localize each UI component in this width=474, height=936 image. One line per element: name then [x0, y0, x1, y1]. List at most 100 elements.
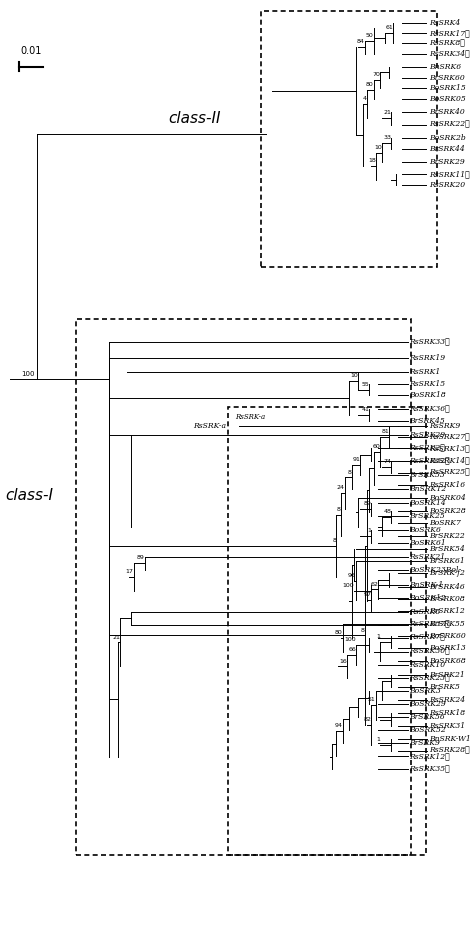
Text: RsSRK32★: RsSRK32★: [409, 458, 450, 465]
Text: RsSRK27★: RsSRK27★: [428, 433, 469, 441]
Text: 10: 10: [374, 145, 383, 150]
Text: BrSRK08: BrSRK08: [428, 594, 465, 603]
Text: RsSRK36★: RsSRK36★: [409, 405, 450, 413]
Text: BrSRK40: BrSRK40: [428, 108, 465, 115]
Text: 10: 10: [350, 373, 358, 378]
Text: BoSRK15: BoSRK15: [428, 84, 465, 92]
Text: BoSRK04: BoSRK04: [428, 494, 465, 502]
Text: 80: 80: [366, 82, 374, 87]
Text: 1: 1: [367, 528, 372, 534]
Text: BrSRK45: BrSRK45: [409, 417, 445, 425]
Text: 84: 84: [357, 39, 365, 44]
Text: RsSRK1: RsSRK1: [409, 368, 440, 376]
Text: RsSRK2★: RsSRK2★: [409, 445, 445, 452]
Text: 81: 81: [381, 430, 389, 434]
Text: 55: 55: [362, 382, 369, 387]
Text: RsSRK4: RsSRK4: [428, 19, 460, 27]
Text: 8: 8: [332, 538, 336, 543]
Text: RsSRK21: RsSRK21: [409, 552, 445, 561]
Text: 100: 100: [21, 371, 35, 376]
Text: RsSRK13★: RsSRK13★: [428, 445, 469, 452]
Text: BrSRK21: BrSRK21: [428, 671, 465, 680]
Text: BrSRK-f2: BrSRK-f2: [428, 569, 465, 578]
Text: RsSRK9: RsSRK9: [428, 422, 460, 430]
Text: 62: 62: [370, 581, 378, 587]
Text: 17: 17: [126, 569, 134, 575]
Text: RsSRK12★: RsSRK12★: [409, 753, 450, 760]
Text: RsSRK23★: RsSRK23★: [409, 674, 450, 682]
Text: 41: 41: [361, 407, 369, 413]
Text: RsSRK18: RsSRK18: [428, 709, 465, 717]
Text: RsSRK28★: RsSRK28★: [428, 747, 469, 754]
Text: 91: 91: [353, 458, 360, 462]
Text: BoSRK23Bol: BoSRK23Bol: [409, 565, 458, 574]
Text: BnSRK-1: BnSRK-1: [409, 580, 443, 589]
Text: BoSRK60: BoSRK60: [428, 632, 465, 640]
Text: 70: 70: [373, 72, 380, 78]
Text: 8: 8: [337, 507, 340, 512]
Text: 89: 89: [364, 502, 372, 506]
Text: RsSRK24: RsSRK24: [428, 696, 465, 705]
Text: 33: 33: [383, 136, 391, 140]
Text: BrSRK12: BrSRK12: [428, 607, 465, 615]
Text: RsSRK30★: RsSRK30★: [409, 648, 450, 656]
Text: BoSRK12: BoSRK12: [409, 593, 446, 602]
Text: BnSRK-W1: BnSRK-W1: [428, 735, 470, 742]
Text: RsSRK11★: RsSRK11★: [428, 170, 469, 178]
Text: BrSRK61: BrSRK61: [428, 557, 465, 565]
Text: RsSRK31: RsSRK31: [428, 722, 465, 729]
Text: 89: 89: [137, 555, 145, 561]
Text: RsSRK29: RsSRK29: [409, 431, 445, 439]
Text: RsSRK37★: RsSRK37★: [409, 621, 450, 629]
Text: 94: 94: [335, 724, 343, 728]
Text: BrSRK53: BrSRK53: [409, 472, 445, 479]
Text: BrSRK54: BrSRK54: [428, 545, 465, 553]
Text: 1: 1: [376, 737, 380, 742]
Text: RsSRK14★: RsSRK14★: [428, 457, 469, 464]
Text: 66: 66: [348, 647, 356, 652]
Text: BoSRK68: BoSRK68: [428, 657, 465, 665]
Text: BoSRK7: BoSRK7: [428, 519, 461, 527]
Text: RsSRK15: RsSRK15: [409, 380, 445, 388]
Text: RsSRK8★: RsSRK8★: [428, 39, 465, 48]
Text: 18: 18: [368, 158, 376, 163]
Text: 8: 8: [361, 627, 365, 633]
Text: RsSRK17★: RsSRK17★: [428, 29, 469, 37]
Text: BrSRK29: BrSRK29: [428, 158, 465, 166]
Text: 51: 51: [368, 697, 376, 702]
Text: RsSRK10: RsSRK10: [409, 661, 445, 669]
Text: RsSRK25★: RsSRK25★: [428, 469, 469, 476]
Text: 8: 8: [348, 470, 352, 475]
Text: BrSRK56: BrSRK56: [409, 713, 445, 721]
Text: 60: 60: [373, 444, 380, 449]
Text: 4: 4: [363, 96, 367, 101]
Text: RsSRK20: RsSRK20: [428, 182, 465, 189]
Text: BoSRK18: BoSRK18: [409, 391, 446, 400]
Text: 100: 100: [342, 583, 354, 589]
Text: BnSRK6: BnSRK6: [428, 63, 461, 71]
Text: BoSRK29: BoSRK29: [409, 700, 446, 709]
Text: 61: 61: [386, 25, 393, 30]
Text: BoSRK52: BoSRK52: [409, 726, 446, 734]
Text: BoSRK2b: BoSRK2b: [428, 134, 465, 141]
Text: RsSRK-a: RsSRK-a: [193, 422, 226, 430]
Text: BoSRK6: BoSRK6: [409, 526, 441, 534]
Text: 24: 24: [337, 486, 345, 490]
Text: BrSRK46: BrSRK46: [428, 582, 465, 591]
Text: class-II: class-II: [169, 110, 221, 125]
Text: BrSRK22: BrSRK22: [428, 533, 465, 540]
Text: BoSRK28: BoSRK28: [428, 507, 465, 515]
Text: RsSRK7★: RsSRK7★: [409, 634, 445, 642]
Text: 96: 96: [348, 573, 356, 578]
Text: BoSRK3: BoSRK3: [409, 687, 441, 695]
Text: 82: 82: [364, 717, 372, 723]
Text: 21: 21: [112, 635, 120, 639]
Text: class-I: class-I: [6, 489, 54, 504]
Text: BnSRKT2: BnSRKT2: [409, 486, 446, 493]
Text: RsSRK-a: RsSRK-a: [235, 414, 265, 421]
Text: 74: 74: [383, 459, 391, 464]
Text: 21: 21: [383, 110, 391, 115]
Text: RsSRK33★: RsSRK33★: [409, 338, 450, 346]
Text: BrSRK5: BrSRK5: [428, 683, 459, 692]
Text: 100: 100: [344, 637, 356, 642]
